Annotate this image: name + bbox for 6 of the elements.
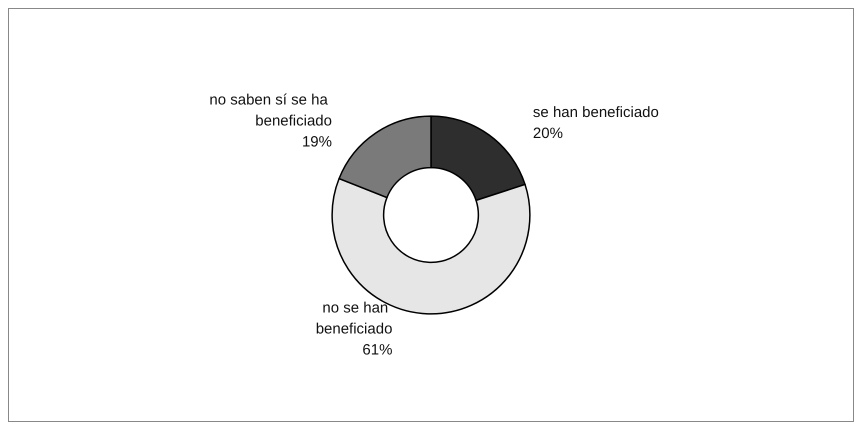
slice-label: no se han beneficiado	[316, 299, 392, 338]
data-label: 61%	[362, 341, 392, 358]
data-label: 19%	[302, 133, 332, 150]
slice-label: no saben sí se ha beneficiado	[209, 91, 332, 130]
slice-label: se han beneficiado	[532, 104, 659, 121]
data-label: 20%	[532, 124, 563, 142]
